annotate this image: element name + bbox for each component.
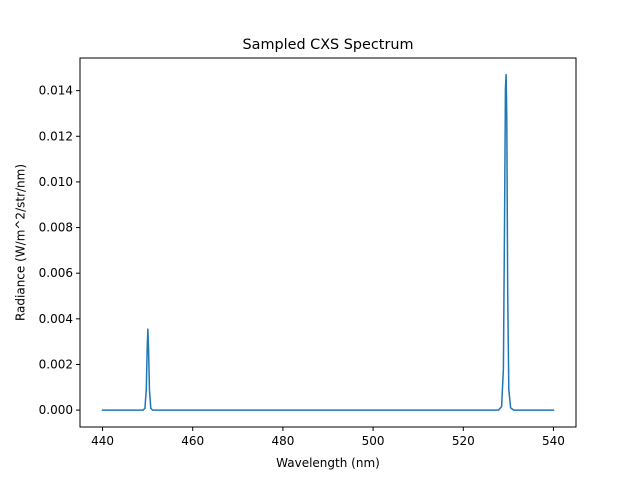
series-lines (101, 73, 555, 411)
y-tick-label: 0.002 (39, 357, 73, 371)
y-tick-label: 0.010 (39, 175, 73, 189)
y-tick-label: 0.014 (39, 84, 73, 98)
y-tick-label: 0.004 (39, 312, 73, 326)
x-tick-label: 540 (542, 434, 565, 448)
x-tick-label: 520 (452, 434, 475, 448)
y-axis-label: Radiance (W/m^2/str/nm) (14, 164, 28, 321)
y-axis-ticks: 0.000 0.002 0.004 0.006 0.008 0.010 0.012 0.014 (39, 84, 80, 417)
chart-title: Sampled CXS Spectrum (242, 37, 413, 53)
y-tick-label: 0.006 (39, 266, 73, 280)
x-tick-label: 480 (271, 434, 294, 448)
y-tick-label: 0.000 (39, 403, 73, 417)
y-tick-label: 0.012 (39, 129, 73, 143)
x-tick-label: 500 (362, 434, 385, 448)
x-tick-label: 440 (91, 434, 114, 448)
plot-frame (79, 57, 577, 428)
x-axis-label: Wavelength (nm) (276, 456, 380, 470)
x-axis-ticks: 440 460 480 500 520 540 (91, 427, 565, 448)
series-line-0 (101, 73, 555, 411)
x-tick-label: 460 (181, 434, 204, 448)
plot-area (80, 58, 576, 427)
y-tick-label: 0.008 (39, 221, 73, 235)
